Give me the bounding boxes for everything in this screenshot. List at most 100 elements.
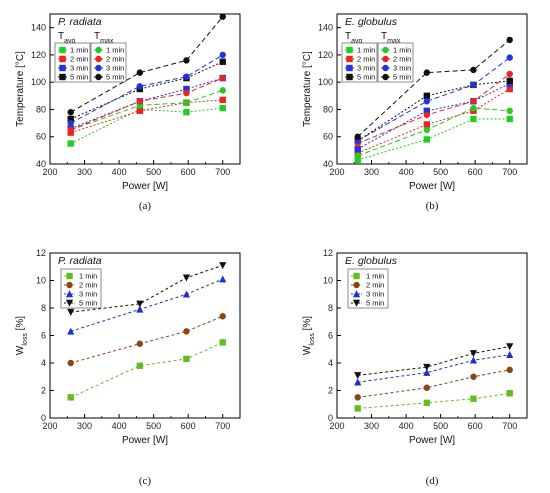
chart-panel-4: 200 300 400 500 600 700 0 2 4 6 8 10 12 Power [W] Wlos…: [302, 248, 528, 487]
y-tick-label: 80: [36, 104, 46, 114]
data-point: [470, 104, 477, 112]
x-tick-label: 500: [146, 421, 161, 431]
panel-title: E. globulus: [345, 255, 398, 267]
series-line: [70, 315, 223, 364]
x-axis-label: Power [W]: [122, 435, 168, 446]
legend-marker: [59, 64, 66, 72]
x-tick-label: 500: [146, 167, 161, 177]
data-point: [354, 405, 361, 412]
data-point: [67, 327, 75, 335]
data-point: [506, 115, 513, 123]
data-point: [506, 85, 513, 93]
data-point: [67, 108, 74, 116]
data-point: [67, 308, 75, 316]
legend-marker: [59, 55, 66, 63]
series-line: [357, 57, 511, 142]
x-tick-label: 300: [77, 167, 92, 177]
data-point: [219, 339, 226, 346]
data-point: [136, 98, 144, 105]
panel-label: (d): [426, 475, 439, 487]
x-tick-label: 400: [112, 167, 127, 177]
plot-frame: [49, 13, 241, 165]
series-3-min-g1: [67, 51, 226, 127]
data-point: [183, 57, 190, 64]
panel-title: E. globulus: [345, 16, 398, 28]
legend-marker: [382, 46, 389, 54]
data-point: [423, 368, 431, 376]
legend-marker: [382, 64, 389, 72]
series-5-min: [354, 343, 514, 380]
legend-marker: [95, 55, 102, 63]
x-tick-label: 500: [433, 421, 448, 431]
legend-marker: [65, 299, 74, 307]
data-point: [470, 395, 477, 402]
data-point: [469, 356, 478, 364]
data-point: [219, 51, 226, 59]
data-point: [136, 69, 144, 76]
legend-group-title: Tavg: [58, 31, 76, 45]
series-line: [357, 80, 510, 142]
legend-label: 1 min: [79, 272, 97, 281]
legend-label: 3 min: [393, 64, 411, 73]
series-line: [70, 77, 223, 130]
series-1-min-g1: [354, 104, 513, 160]
data-point: [219, 275, 227, 283]
y-tick-label: 40: [323, 159, 333, 169]
data-point: [423, 98, 431, 105]
series-1-min: [354, 390, 513, 412]
x-tick-label: 200: [42, 167, 57, 177]
legend-label: 5 min: [357, 73, 375, 82]
legend-label: 2 min: [70, 55, 88, 64]
y-tick-label: 6: [41, 331, 46, 341]
x-tick-label: 400: [399, 167, 414, 177]
series-2-min-g0: [67, 96, 226, 136]
y-tick-label: 100: [318, 77, 333, 87]
legend-marker: [95, 64, 102, 72]
legend-marker: [382, 73, 389, 81]
data-point: [136, 107, 144, 115]
series-line: [70, 107, 223, 144]
series-5-min-g1: [67, 13, 226, 116]
x-tick-label: 700: [215, 421, 230, 431]
y-tick-label: 120: [31, 50, 46, 60]
data-point: [506, 77, 513, 85]
x-axis-label: Power [W]: [122, 181, 168, 192]
y-tick-label: 100: [31, 77, 46, 87]
data-point: [470, 81, 477, 89]
data-point: [183, 89, 190, 97]
data-point: [506, 366, 513, 374]
legend-label: 5 min: [70, 73, 88, 82]
series-line: [357, 392, 510, 409]
legend-label: 2 min: [79, 281, 97, 290]
x-tick-label: 200: [329, 167, 344, 177]
data-point: [423, 121, 431, 128]
series-line: [357, 83, 510, 150]
series-line: [357, 369, 510, 398]
x-tick-label: 600: [181, 421, 196, 431]
data-point: [354, 372, 362, 380]
data-point: [506, 54, 513, 61]
data-point: [423, 126, 431, 134]
data-point: [183, 108, 190, 116]
legend-label: 3 min: [366, 290, 384, 299]
y-tick-label: 2: [41, 386, 46, 396]
series-5-min: [67, 262, 227, 316]
series-2-min: [354, 366, 513, 401]
legend-group-title: Tmax: [381, 31, 401, 45]
data-point: [469, 350, 478, 358]
data-point: [506, 36, 513, 44]
legend-label: 5 min: [79, 299, 97, 308]
x-tick-label: 300: [364, 167, 379, 177]
y-tick-label: 2: [328, 386, 333, 396]
data-point: [219, 262, 227, 270]
data-point: [506, 343, 514, 351]
data-point: [219, 58, 226, 65]
series-line: [357, 346, 510, 376]
data-point: [506, 70, 513, 78]
data-point: [136, 300, 144, 308]
chart-panel-2: 200 300 400 500 600 700 40 60 80 100 120 140 Power […: [302, 13, 528, 212]
data-point: [470, 98, 477, 105]
legend-marker: [346, 46, 353, 54]
